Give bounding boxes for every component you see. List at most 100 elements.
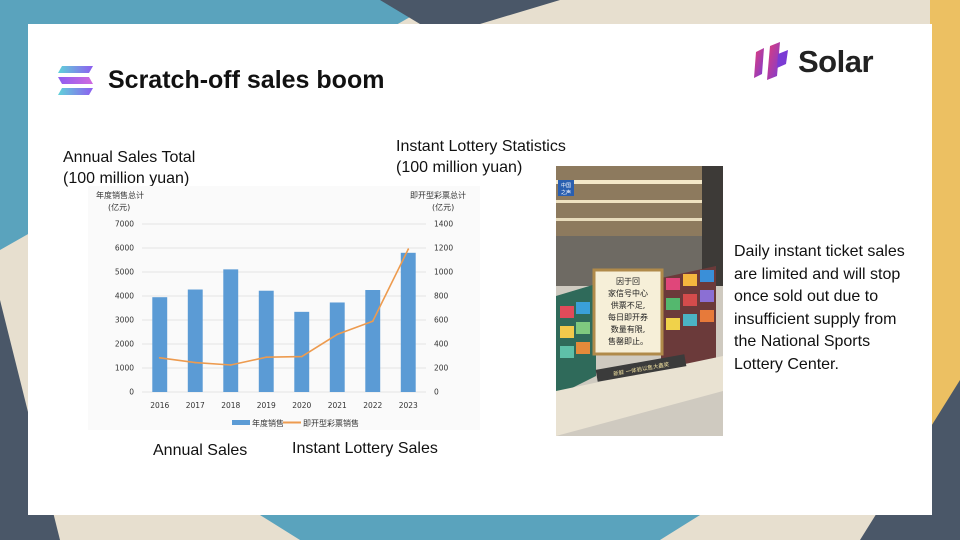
instant-heading: Instant Lottery Statistics (100 million … <box>396 136 566 178</box>
line-point <box>371 320 374 323</box>
left-tick-label: 3000 <box>115 316 134 325</box>
brand-name: Solar <box>798 44 874 79</box>
right-tick-label: 1400 <box>434 220 453 229</box>
legend-line-label: 即开型彩票销售 <box>303 418 359 428</box>
instant-sales-line <box>159 248 409 366</box>
counter-top <box>556 356 723 436</box>
bar <box>365 290 381 392</box>
ticket-colors <box>560 270 714 358</box>
ticket <box>683 294 697 306</box>
supply-note: Daily instant ticket sales are limited a… <box>734 243 905 373</box>
bar-series <box>152 252 416 392</box>
bar <box>400 252 416 392</box>
notice-sign-line: 因于回 <box>616 277 640 286</box>
line-point <box>194 361 197 364</box>
counter-strip <box>595 354 687 382</box>
brand-logo: Solar <box>750 38 900 86</box>
ticket <box>666 318 680 330</box>
notice-sign-line: 家信号中心 <box>608 288 648 298</box>
ceiling-light <box>556 200 723 203</box>
line-point <box>158 356 161 359</box>
ticket <box>576 302 590 314</box>
x-tick-label: 2020 <box>292 401 311 410</box>
notice-sign-line: 供票不足, <box>611 300 646 310</box>
bar <box>187 289 203 392</box>
right-tick-label: 1200 <box>434 244 453 253</box>
left-tick-label: 6000 <box>115 244 134 253</box>
x-tick-label: 2018 <box>221 401 240 410</box>
left-tick-label: 2000 <box>115 340 134 349</box>
ticket <box>576 322 590 334</box>
left-tick-label: 1000 <box>115 364 134 373</box>
photo-badge <box>558 180 574 196</box>
right-tick-label: 0 <box>434 388 439 397</box>
line-point <box>407 248 410 251</box>
bar <box>152 297 168 392</box>
ticket <box>666 278 680 290</box>
bar <box>294 311 310 392</box>
ceiling-light <box>556 180 723 184</box>
x-tick-label: 2017 <box>186 401 205 410</box>
lottery-counter-photo: 中国 之声 因于回 家信号中心 供票不足, 每日即开券 数量有限, 售罄即止。 新鲜 一体… <box>556 166 723 436</box>
right-tick-label: 600 <box>434 316 449 325</box>
line-series <box>158 248 410 366</box>
left-tick-label: 4000 <box>115 292 134 301</box>
page-title: Scratch-off sales boom <box>108 65 385 94</box>
tick-labels: 0 1000 2000 3000 4000 5000 6000 7000 0 200 400 600 8… <box>115 220 453 411</box>
notice-sign-line: 每日即开券 <box>608 312 648 322</box>
chart-legend: 年度销售 即开型彩票销售 <box>232 418 359 428</box>
sales-chart: 年度销售总计 (亿元) 即开型彩票总计 (亿元) 0 1000 2000 3000 40… <box>88 186 480 430</box>
annual-heading-line2: (100 million yuan) <box>63 170 190 187</box>
bar <box>223 269 239 392</box>
sales-chart-svg: 年度销售总计 (亿元) 即开型彩票总计 (亿元) 010002000300040… <box>96 190 466 428</box>
x-tick-label: 2023 <box>399 401 418 410</box>
right-axis-title-line2: (亿元) <box>432 202 454 212</box>
ticket <box>683 274 697 286</box>
ticket <box>700 310 714 322</box>
left-tick-label: 5000 <box>115 268 134 277</box>
ticket <box>683 314 697 326</box>
photo-badge-line1: 中国 <box>561 182 571 189</box>
right-axis-title-line1: 即开型彩票总计 <box>410 190 466 200</box>
caption-instant: Instant Lottery Sales <box>292 440 438 457</box>
legend-bar-label: 年度销售 <box>252 418 284 428</box>
solar-logo-icon <box>754 42 788 80</box>
left-axis-title-line1: 年度销售总计 <box>96 190 144 200</box>
left-tick-label: 0 <box>129 388 134 397</box>
right-tick-label: 1000 <box>434 268 453 277</box>
x-tick-label: 2016 <box>150 401 169 410</box>
ticket <box>576 342 590 354</box>
instant-heading-line2: (100 million yuan) <box>396 159 523 176</box>
ticket <box>560 306 574 318</box>
notice-sign-line: 售罄即止。 <box>608 336 648 346</box>
line-point <box>336 333 339 336</box>
notice-sign <box>592 268 664 356</box>
right-tick-label: 800 <box>434 292 449 301</box>
photo-badge-line2: 之声 <box>561 189 571 196</box>
bg-teal-bottom <box>260 515 700 540</box>
line-point <box>229 364 232 366</box>
ticket <box>700 290 714 302</box>
gridlines <box>142 223 426 393</box>
bar <box>258 290 274 392</box>
x-tick-label: 2019 <box>257 401 276 410</box>
line-point <box>300 355 303 358</box>
right-tick-label: 200 <box>434 364 449 373</box>
bg-slate-top <box>380 0 560 24</box>
stripes-icon <box>58 66 93 95</box>
bar <box>329 302 345 392</box>
title-row: Scratch-off sales boom <box>56 62 384 98</box>
ticket <box>666 298 680 310</box>
ticket <box>700 270 714 282</box>
line-point <box>265 356 268 359</box>
x-tick-label: 2022 <box>363 401 382 410</box>
ceiling-light <box>556 218 723 221</box>
ticket <box>560 346 574 358</box>
annual-heading: Annual Sales Total (100 million yuan) <box>63 147 195 189</box>
left-axis-title-line2: (亿元) <box>108 202 130 212</box>
annual-heading-line1: Annual Sales Total <box>63 149 196 166</box>
x-tick-label: 2021 <box>328 401 347 410</box>
right-tick-label: 400 <box>434 340 449 349</box>
